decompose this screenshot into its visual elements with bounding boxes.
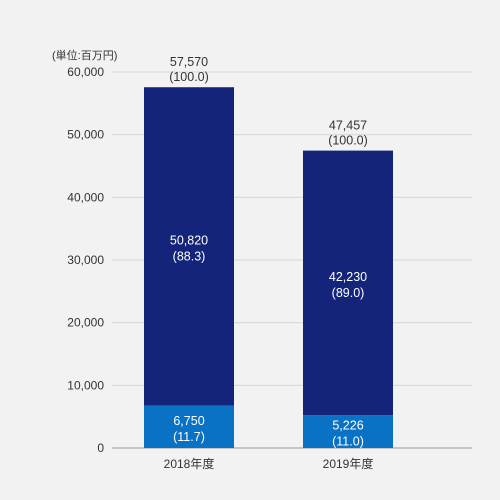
x-category-label: 2018年度 <box>164 456 215 471</box>
segment-percent-label: (11.0) <box>332 435 364 449</box>
y-tick-label: 60,000 <box>67 65 104 79</box>
y-axis-ticks: 0 10,000 20,000 30,000 40,000 50,000 60,000 <box>67 65 104 455</box>
y-tick-label: 40,000 <box>67 190 104 204</box>
y-tick-label: 30,000 <box>67 253 104 267</box>
bar-segment <box>144 405 234 448</box>
bar-segment <box>303 150 393 416</box>
y-tick-label: 0 <box>97 441 104 455</box>
total-value-label: 57,570 <box>170 55 208 69</box>
segment-value-label: 50,820 <box>170 233 208 247</box>
segment-value-label: 5,226 <box>332 419 363 433</box>
total-value-label: 47,457 <box>329 119 367 133</box>
y-tick-label: 50,000 <box>67 128 104 142</box>
y-tick-label: 20,000 <box>67 316 104 330</box>
segment-value-label: 6,750 <box>173 414 204 428</box>
x-category-label: 2019年度 <box>323 456 374 471</box>
y-tick-label: 10,000 <box>67 378 104 392</box>
total-percent-label: (100.0) <box>328 134 368 148</box>
segment-percent-label: (89.0) <box>332 286 365 300</box>
segment-value-label: 42,230 <box>329 270 367 284</box>
bar-segment <box>303 415 393 448</box>
bars <box>144 87 393 448</box>
segment-percent-label: (11.7) <box>173 430 205 444</box>
total-percent-label: (100.0) <box>169 70 209 84</box>
y-axis-unit-label: (単位:百万円) <box>52 48 117 62</box>
data-labels: 6,750(11.7)50,820(88.3)57,570(100.0)5,22… <box>169 55 368 448</box>
x-axis-categories: 2018年度 2019年度 <box>164 456 374 471</box>
segment-percent-label: (88.3) <box>173 249 206 263</box>
bar-segment <box>144 87 234 406</box>
